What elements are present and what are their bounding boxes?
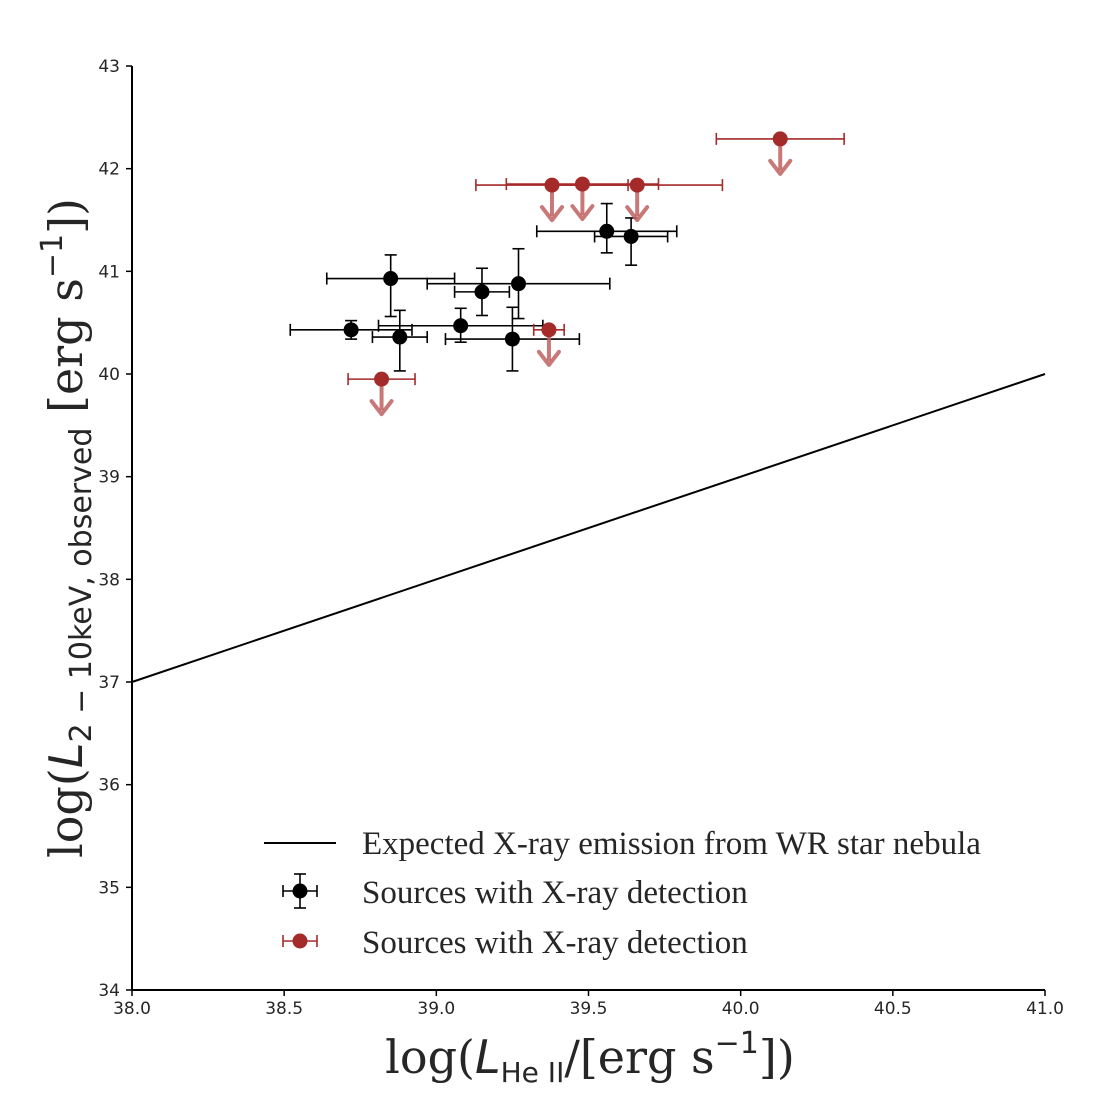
y-tick-label: 39 (98, 468, 120, 488)
expected-emission-line (131, 373, 1046, 683)
legend-upper-limit-marker (282, 933, 318, 949)
upper-limit-arrow-head (536, 349, 561, 367)
detection-point (343, 322, 359, 338)
legend-label-upper-limit: Sources with X-ray detection (362, 925, 748, 961)
detection-point (623, 228, 639, 244)
x-tick-label: 40.0 (722, 999, 760, 1019)
detection-point (392, 329, 408, 345)
x-tick-label: 39.5 (570, 999, 608, 1019)
plot-area (131, 131, 1046, 683)
legend-label-detection: Sources with X-ray detection (362, 875, 748, 911)
y-tick-label: 38 (98, 570, 120, 590)
y-tick-label: 37 (98, 673, 120, 693)
y-tick-label: 36 (98, 776, 120, 796)
detection-point (511, 276, 527, 292)
upper-limit-arrow-head (625, 205, 650, 223)
upper-limit-arrow-head (570, 204, 595, 222)
x-tick-label: 39.0 (417, 999, 455, 1019)
y-tick-label: 41 (98, 262, 120, 282)
legend-label-line: Expected X-ray emission from WR star neb… (362, 826, 981, 862)
y-tick-label: 34 (98, 981, 120, 1001)
upper-limit-arrow-head (539, 205, 564, 223)
x-tick-label: 38.5 (265, 999, 303, 1019)
y-tick-label: 43 (98, 57, 120, 77)
detection-point (504, 331, 520, 347)
y-tick-label: 35 (98, 878, 120, 898)
detection-point (383, 271, 399, 287)
detection-point (453, 318, 469, 334)
legend: Expected X-ray emission from WR star neb… (264, 826, 981, 961)
axes: 38.0 38.5 39.0 39.5 40.0 40.5 41.0 34 35 36 37 38 39… (98, 57, 1064, 1019)
y-tick-label: 40 (98, 365, 120, 385)
x-tick-label: 38.0 (113, 999, 151, 1019)
upper-limit-point (629, 177, 645, 193)
x-tick-label: 40.5 (874, 999, 912, 1019)
x-axis-label: log(LHe II/[erg s−1]) (385, 1026, 795, 1089)
legend-detection-marker (282, 873, 318, 909)
y-axis-label: log(L2 − 10keV, observed [erg s−1]) (35, 198, 99, 858)
upper-limit-point (772, 131, 788, 147)
upper-limit-arrow-head (768, 158, 793, 176)
upper-limit-point (574, 176, 590, 192)
y-tick-label: 42 (98, 160, 120, 180)
x-tick-label: 41.0 (1026, 999, 1064, 1019)
upper-limit-point (374, 371, 390, 387)
upper-limit-point (541, 322, 557, 338)
detection-point (474, 284, 490, 300)
upper-limit-arrow-head (369, 399, 394, 417)
detection-point (599, 223, 615, 239)
